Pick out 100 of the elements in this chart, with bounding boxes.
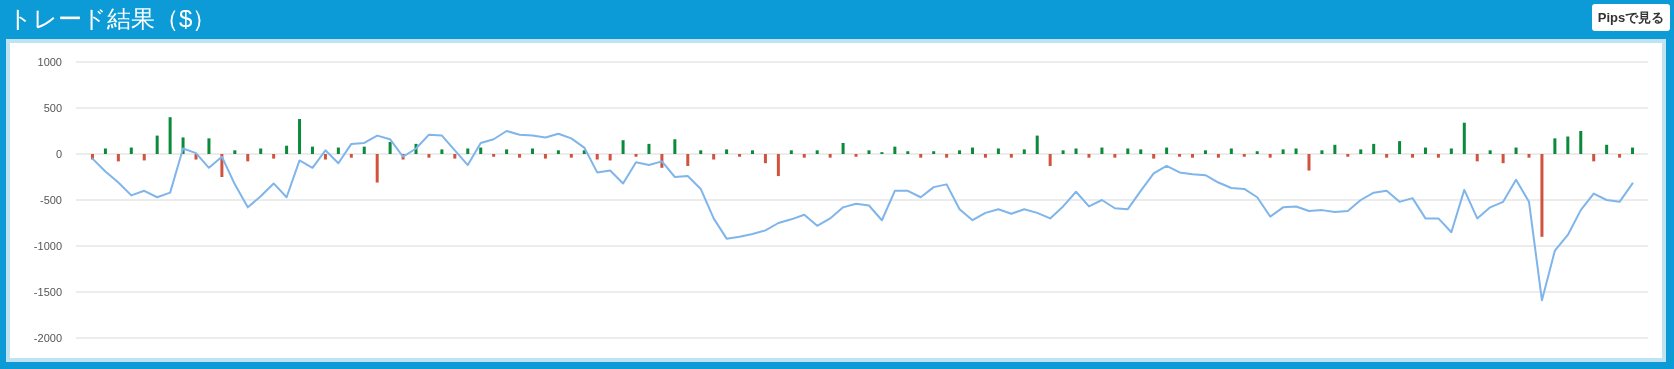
bar (867, 150, 871, 154)
bar (776, 154, 780, 177)
bar (1255, 151, 1259, 154)
bar (233, 150, 237, 154)
bar (1618, 154, 1622, 158)
bar (518, 154, 522, 158)
bar (375, 154, 379, 183)
bar (479, 147, 483, 154)
y-tick-label: -2000 (33, 331, 62, 344)
bar (1346, 154, 1350, 157)
bar (466, 148, 470, 154)
bar (1527, 154, 1531, 158)
bar (246, 154, 250, 162)
bar (673, 139, 677, 154)
bar (1475, 154, 1479, 162)
bar (1242, 154, 1246, 157)
y-tick-label: -1500 (33, 285, 62, 298)
bar (1359, 149, 1363, 154)
bar (492, 154, 496, 157)
bar (453, 154, 457, 159)
bar (1398, 141, 1402, 154)
bar (1514, 147, 1518, 154)
bar (1631, 147, 1635, 154)
bar (983, 154, 987, 158)
bar (349, 154, 353, 158)
bar (1385, 154, 1389, 158)
bar (906, 151, 910, 154)
bar (1048, 154, 1052, 166)
bar (608, 154, 612, 161)
bar (116, 154, 120, 162)
bar (1009, 154, 1013, 158)
bar (1605, 144, 1609, 154)
bar (958, 150, 962, 154)
bar (828, 154, 832, 158)
bar (789, 150, 793, 154)
bar (440, 149, 444, 154)
bar (1281, 149, 1285, 154)
bar (1411, 154, 1415, 158)
bar (1423, 147, 1427, 154)
bar (155, 135, 159, 154)
bar (1320, 150, 1324, 154)
line-series (91, 130, 1634, 302)
y-tick-label: 1000 (37, 55, 62, 68)
bar (763, 154, 767, 164)
y-tick-label: -1000 (33, 239, 62, 252)
bar (1268, 154, 1272, 158)
bar (1139, 149, 1143, 154)
bar (971, 147, 974, 154)
bar (1126, 148, 1130, 154)
bar (621, 140, 625, 154)
bar (802, 154, 806, 158)
bar (427, 154, 431, 158)
bar (1592, 154, 1596, 162)
bar (1333, 144, 1337, 154)
bar (1579, 131, 1583, 154)
bar (388, 142, 392, 154)
bar (595, 154, 599, 160)
bar (815, 150, 819, 154)
bar (1436, 154, 1440, 158)
bar (310, 146, 314, 154)
y-tick-label: 500 (43, 101, 62, 114)
bar (556, 150, 560, 154)
bar (634, 154, 638, 157)
bar (1501, 154, 1505, 164)
bar (893, 146, 897, 154)
bar (841, 142, 845, 154)
bar (569, 154, 573, 158)
bar (1294, 148, 1298, 154)
bar (1113, 154, 1117, 158)
bar (259, 148, 263, 154)
bar (1307, 154, 1311, 171)
bar (1372, 143, 1376, 154)
y-tick-label: -500 (39, 193, 62, 206)
bar (505, 149, 509, 154)
bar (1165, 147, 1169, 154)
bar (686, 154, 690, 166)
bar (996, 148, 1000, 154)
bar (1449, 148, 1453, 154)
bar (1488, 150, 1492, 154)
bar (168, 117, 172, 154)
bar (543, 154, 547, 159)
bar (298, 119, 302, 154)
bar (1035, 135, 1039, 154)
bar (336, 147, 340, 154)
bar (1462, 122, 1466, 154)
bar (1203, 150, 1207, 154)
bar (1566, 136, 1570, 154)
bar (1553, 138, 1557, 154)
bar (530, 148, 534, 154)
bar (725, 149, 729, 154)
bar (1152, 154, 1156, 159)
bar (1061, 150, 1065, 154)
bar (1087, 154, 1091, 158)
bar (712, 154, 716, 160)
bar (932, 151, 936, 154)
button: Pipsで見る (1592, 4, 1670, 31)
bar (1191, 154, 1195, 158)
bar (323, 154, 327, 160)
bar (285, 145, 289, 154)
bar (751, 150, 754, 154)
